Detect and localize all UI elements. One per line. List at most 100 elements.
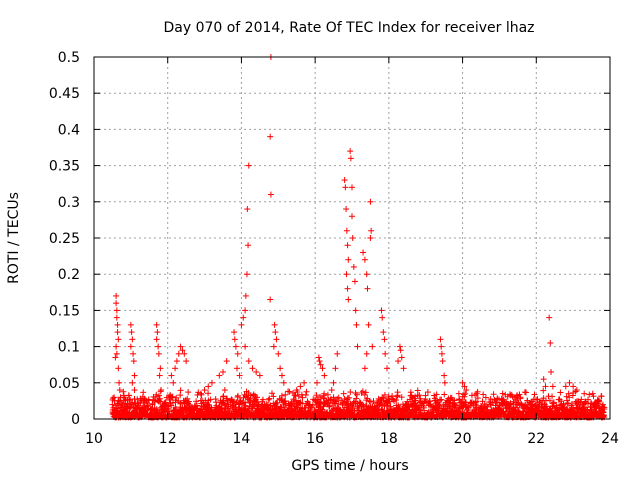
y-tick-label: 0.35 bbox=[49, 159, 80, 175]
data-point bbox=[340, 390, 347, 397]
y-tick-label: 0.5 bbox=[58, 50, 80, 66]
data-point bbox=[182, 397, 189, 404]
data-point bbox=[177, 387, 184, 394]
data-point bbox=[131, 372, 138, 379]
data-point bbox=[313, 379, 320, 386]
data-point bbox=[360, 249, 367, 256]
data-point bbox=[270, 343, 277, 350]
data-point bbox=[244, 206, 251, 213]
data-point bbox=[441, 372, 448, 379]
data-point bbox=[242, 292, 249, 299]
data-point bbox=[407, 389, 414, 396]
data-point bbox=[384, 365, 391, 372]
data-point bbox=[201, 387, 208, 394]
x-tick-label: 14 bbox=[233, 431, 251, 447]
data-point bbox=[368, 227, 375, 234]
data-point bbox=[114, 321, 121, 328]
data-point bbox=[113, 300, 120, 307]
data-point bbox=[335, 394, 342, 401]
data-point bbox=[256, 372, 263, 379]
y-tick-label: 0.15 bbox=[49, 303, 80, 319]
data-point bbox=[301, 379, 308, 386]
data-point bbox=[380, 329, 387, 336]
data-point bbox=[246, 398, 253, 405]
data-point bbox=[253, 394, 260, 401]
data-point bbox=[109, 395, 116, 402]
data-point bbox=[155, 350, 162, 357]
data-point bbox=[455, 390, 462, 397]
data-point bbox=[172, 365, 179, 372]
data-point bbox=[346, 394, 353, 401]
data-point bbox=[156, 397, 163, 404]
data-point bbox=[381, 391, 388, 398]
data-point bbox=[523, 389, 530, 396]
y-tick-label: 0.05 bbox=[49, 376, 80, 392]
y-tick-label: 0.2 bbox=[58, 267, 80, 283]
data-point bbox=[347, 148, 354, 155]
data-point bbox=[299, 394, 306, 401]
data-point bbox=[130, 358, 137, 365]
data-point bbox=[115, 365, 122, 372]
data-point bbox=[416, 392, 423, 399]
data-point bbox=[280, 379, 287, 386]
data-point bbox=[351, 278, 358, 285]
data-point bbox=[307, 405, 314, 412]
data-point bbox=[168, 372, 175, 379]
data-point bbox=[158, 387, 165, 394]
data-point bbox=[238, 321, 245, 328]
x-tick-labels: 10 12 14 16 18 20 22 24 bbox=[85, 431, 619, 447]
data-point bbox=[328, 387, 335, 394]
data-point bbox=[353, 321, 360, 328]
data-point bbox=[363, 271, 370, 278]
x-tick-label: 22 bbox=[527, 431, 545, 447]
data-point bbox=[154, 329, 161, 336]
data-point bbox=[303, 388, 310, 395]
data-point bbox=[126, 396, 133, 403]
data-point bbox=[253, 368, 260, 375]
data-point bbox=[243, 271, 250, 278]
data-point bbox=[417, 406, 424, 413]
data-point bbox=[155, 343, 162, 350]
y-tick-label: 0.3 bbox=[58, 195, 80, 211]
data-point bbox=[173, 394, 180, 401]
data-point bbox=[540, 376, 547, 383]
data-point bbox=[157, 365, 164, 372]
data-point bbox=[313, 392, 320, 399]
data-point bbox=[268, 390, 275, 397]
data-point bbox=[128, 329, 135, 336]
data-point bbox=[411, 400, 418, 407]
data-point bbox=[343, 206, 350, 213]
data-point bbox=[207, 396, 214, 403]
data-point bbox=[345, 296, 352, 303]
data-point bbox=[116, 379, 123, 386]
data-point bbox=[145, 397, 152, 404]
data-point bbox=[379, 314, 386, 321]
data-point bbox=[381, 336, 388, 343]
data-point bbox=[490, 391, 497, 398]
data-point bbox=[347, 155, 354, 162]
data-point bbox=[223, 358, 230, 365]
x-tick-label: 12 bbox=[159, 431, 177, 447]
data-point bbox=[205, 390, 212, 397]
data-point bbox=[547, 339, 554, 346]
data-point bbox=[242, 343, 249, 350]
data-point bbox=[345, 256, 352, 263]
data-point bbox=[365, 321, 372, 328]
data-point bbox=[394, 393, 401, 400]
data-point bbox=[363, 350, 370, 357]
data-point bbox=[441, 391, 448, 398]
data-point bbox=[441, 379, 448, 386]
x-axis-label: GPS time / hours bbox=[291, 458, 408, 474]
chart-title: Day 070 of 2014, Rate Of TEC Index for r… bbox=[163, 20, 534, 36]
data-point bbox=[240, 314, 247, 321]
data-point bbox=[129, 379, 136, 386]
data-point bbox=[341, 177, 348, 184]
data-point bbox=[232, 343, 239, 350]
data-point bbox=[362, 389, 369, 396]
x-tick-label: 16 bbox=[306, 431, 324, 447]
data-point bbox=[185, 398, 192, 405]
data-point bbox=[266, 395, 273, 402]
data-point bbox=[169, 393, 176, 400]
data-point bbox=[140, 389, 147, 396]
data-point bbox=[438, 343, 445, 350]
